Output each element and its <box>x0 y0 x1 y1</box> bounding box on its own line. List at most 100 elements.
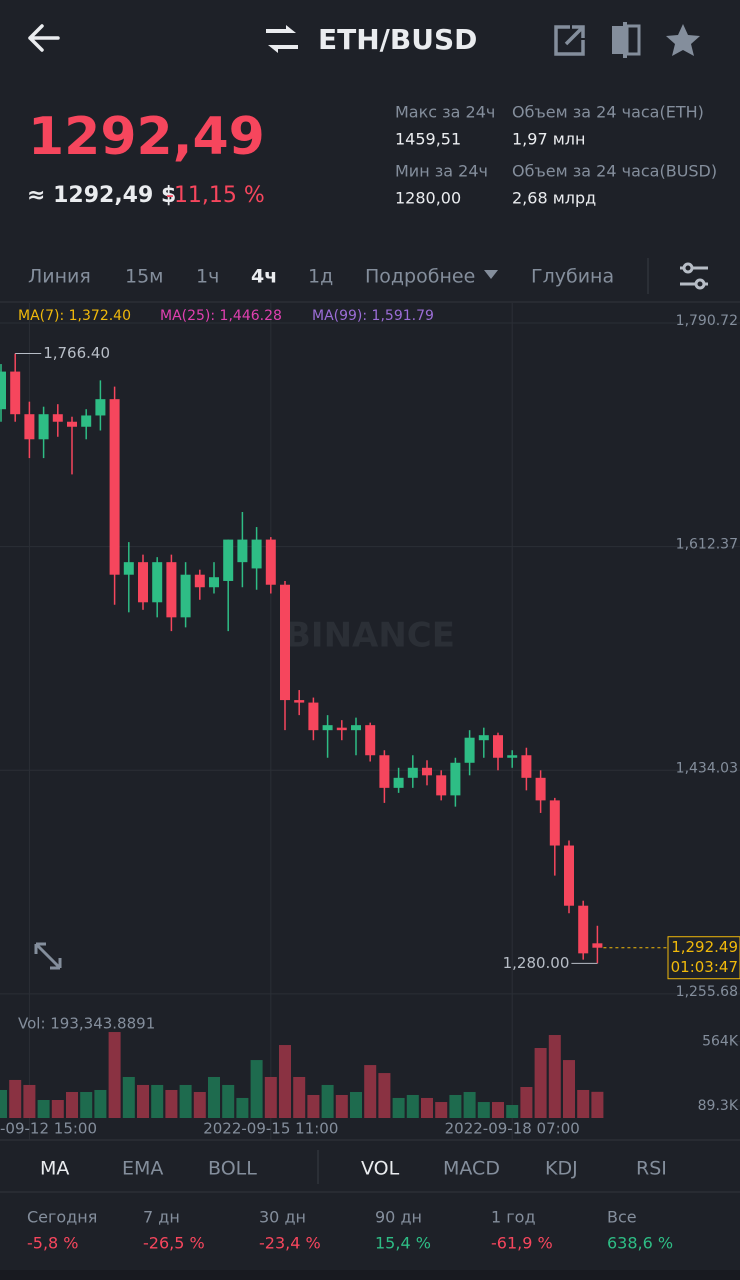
swap-icon[interactable] <box>266 25 298 53</box>
high-label: 1,766.40 <box>43 344 110 362</box>
last-price-box <box>667 936 740 980</box>
stat-label: Мин за 24ч <box>395 162 488 181</box>
candle-body <box>152 562 163 603</box>
expand-icon[interactable] <box>34 942 62 970</box>
volume-bar <box>350 1092 362 1118</box>
period-label: 7 дн <box>143 1208 180 1227</box>
pair-title: ETH/BUSD <box>318 23 477 56</box>
candle-body <box>10 371 21 415</box>
stat-value: 1459,51 <box>395 130 461 149</box>
candle-body <box>578 905 589 954</box>
volume-bar <box>421 1097 433 1118</box>
volume-tick-label: 564K <box>702 1034 739 1050</box>
change-24h: -11,15 % <box>166 183 265 208</box>
candle-body <box>280 584 290 701</box>
volume-bar <box>449 1094 462 1118</box>
candle-body <box>0 371 6 410</box>
volume-tick-label: 89.3K <box>698 1098 739 1114</box>
candle-body <box>265 539 276 585</box>
settings-icon[interactable] <box>680 262 708 290</box>
candle-body <box>422 767 432 776</box>
y-tick-label: 1,612.37 <box>676 537 738 553</box>
favorite-icon[interactable] <box>666 24 700 56</box>
chart: BINANCE 1,790.72 1,612.37 1,434.03 1,255.68 2… <box>0 303 740 1140</box>
performance: Сегодня -5,8 % 7 дн -26,5 % 30 дн -23,4 % 90 д… <box>27 1208 673 1253</box>
candle-body <box>549 800 560 846</box>
indicator-tab[interactable]: MA <box>40 1158 69 1180</box>
volume-bar <box>236 1097 249 1118</box>
y-tick-label: 1,255.68 <box>676 984 738 1000</box>
volume-bar <box>151 1084 164 1118</box>
candle-body <box>450 762 461 796</box>
x-tick-label: 2022-09-18 07:00 <box>445 1120 580 1138</box>
candle-body <box>294 700 305 703</box>
period-label: 1 год <box>491 1208 536 1227</box>
candle-body <box>592 943 603 948</box>
volume-bar <box>80 1092 93 1118</box>
candle-body <box>180 574 191 618</box>
period-change: -26,5 % <box>143 1234 205 1253</box>
volume-bar <box>179 1084 192 1118</box>
interval-tab[interactable]: Глубина <box>531 266 614 288</box>
candle-body <box>123 562 134 575</box>
candle-body <box>223 539 234 581</box>
volume-bar <box>307 1094 320 1118</box>
period-change: -5,8 % <box>27 1234 79 1253</box>
interval-tab[interactable]: 15м <box>125 266 164 288</box>
x-tick-label: 2022-09-12 15:00 <box>0 1120 97 1138</box>
candle-body <box>351 725 361 731</box>
interval-tab[interactable]: 1д <box>308 266 333 288</box>
volume-bar <box>563 1060 575 1118</box>
volume-bar <box>51 1099 64 1118</box>
volume-label: Vol: 193,343.8891 <box>18 1015 155 1033</box>
candle-body <box>535 777 546 801</box>
candle-body <box>393 777 404 788</box>
volume-bar <box>392 1097 405 1118</box>
candle-body <box>407 767 418 778</box>
watermark: BINANCE <box>285 616 455 656</box>
volume-bar <box>193 1092 206 1118</box>
candle-body <box>95 399 106 416</box>
volume-bar <box>9 1079 22 1118</box>
volume-bar <box>548 1035 561 1118</box>
volume-bar <box>591 1091 604 1118</box>
indicator-tab[interactable]: BOLL <box>208 1158 257 1180</box>
volume-bar <box>94 1089 107 1118</box>
indicator-tab[interactable]: RSI <box>636 1158 667 1180</box>
interval-tab[interactable]: Линия <box>28 266 91 288</box>
stat-value: 1,97 млн <box>512 130 585 149</box>
candle-body <box>379 755 390 788</box>
period-change: -61,9 % <box>491 1234 553 1253</box>
interval-tab[interactable]: 1ч <box>196 266 219 288</box>
indicator-tab[interactable]: KDJ <box>545 1158 578 1180</box>
low-label: 1,280.00 <box>503 954 570 972</box>
stat-label: Объем за 24 часа(BUSD) <box>512 162 717 181</box>
volume-bar <box>577 1089 590 1118</box>
candle-body <box>138 562 148 603</box>
y-tick-label: 1,790.72 <box>676 313 738 329</box>
indicator-tab[interactable]: MACD <box>443 1158 500 1180</box>
interval-tab[interactable]: Подробнее <box>365 266 475 288</box>
back-button[interactable] <box>28 24 60 52</box>
candle-body <box>67 421 77 427</box>
legend-entry: MA(25): 1,446.28 <box>160 308 282 324</box>
split-icon[interactable] <box>612 22 641 58</box>
volume-bar <box>435 1102 448 1118</box>
volume-bar <box>165 1089 178 1118</box>
share-icon[interactable] <box>554 25 585 56</box>
indicator-tab[interactable]: EMA <box>122 1158 163 1180</box>
volume-bar <box>335 1094 348 1118</box>
volume-bar <box>37 1099 50 1118</box>
period-change: -23,4 % <box>259 1234 321 1253</box>
candle-body <box>336 727 347 731</box>
candle-body <box>436 775 447 796</box>
volume-bar <box>406 1094 419 1118</box>
interval-tab[interactable]: 4ч <box>251 266 277 288</box>
volume-bar <box>321 1084 334 1118</box>
indicator-tab[interactable]: VOL <box>361 1158 400 1180</box>
volume-bar <box>108 1032 121 1118</box>
candle-body <box>237 539 248 563</box>
volume-bar <box>250 1060 263 1118</box>
legend-entry: MA(99): 1,591.79 <box>312 308 434 324</box>
